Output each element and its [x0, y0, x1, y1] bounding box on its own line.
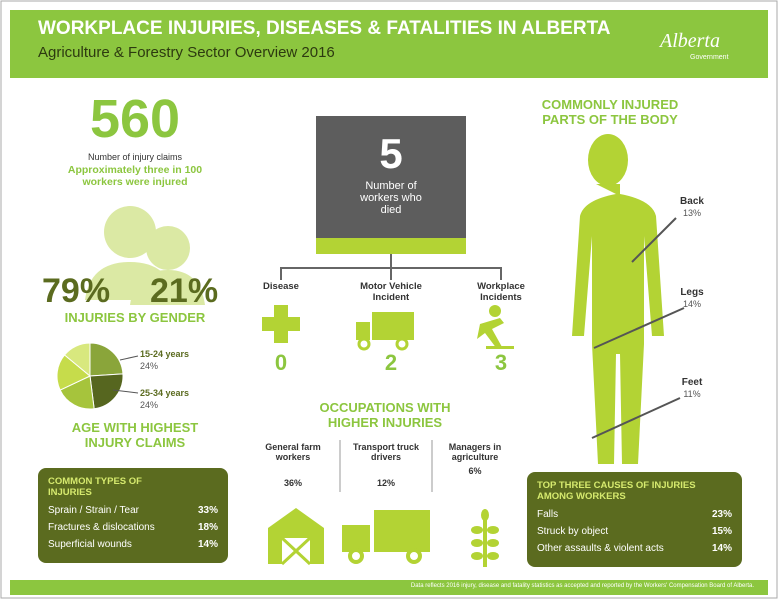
injury-types-box: COMMON TYPES OF INJURIES Sprain / Strain…	[38, 468, 228, 563]
logo: Alberta	[660, 30, 720, 53]
body-part-share: 14%	[670, 299, 714, 309]
gender-male: 79%	[42, 272, 110, 311]
pie	[57, 343, 123, 409]
pie-value: 24%	[140, 361, 158, 371]
pie-leader	[120, 356, 138, 360]
pie-label: 25-34 years	[140, 388, 189, 398]
pie-value: 24%	[140, 400, 158, 410]
fatality-count: 0	[251, 350, 311, 376]
body-part: Feet	[670, 377, 714, 388]
fatality-label: Number of workers who died	[351, 180, 431, 216]
gender-female: 21%	[150, 272, 218, 311]
injury-share: 18%	[198, 522, 218, 533]
cause: Struck by object	[537, 526, 608, 537]
pie-slice	[90, 343, 123, 376]
fatality-cause: Motor Vehicle Incident	[346, 281, 436, 303]
fatality-number: 5	[316, 130, 466, 178]
causes-box: TOP THREE CAUSES OF INJURIES AMONG WORKE…	[527, 472, 742, 567]
cause: Falls	[537, 509, 558, 520]
gender-title: INJURIES BY GENDER	[40, 310, 230, 325]
occupation-share: 6%	[440, 466, 510, 476]
claims-number: 560	[60, 88, 210, 150]
occupations-title: OCCUPATIONS WITH HIGHER INJURIES	[300, 400, 470, 430]
occupation-share: 12%	[351, 478, 421, 488]
occupation: General farm workers	[258, 442, 328, 462]
body-part-share: 13%	[670, 208, 714, 218]
cause-share: 14%	[712, 543, 732, 554]
injury-type: Superficial wounds	[48, 539, 132, 550]
injury-row: Fractures & dislocations 18%	[38, 519, 228, 536]
injury-share: 14%	[198, 539, 218, 550]
claims-note: Approximately three in 100 workers were …	[50, 164, 220, 188]
body-silhouette	[572, 134, 664, 464]
infographic: WORKPLACE INJURIES, DISEASES & FATALITIE…	[0, 0, 778, 599]
injury-type: Fractures & dislocations	[48, 522, 155, 533]
cause-row: Other assaults & violent acts 14%	[527, 540, 742, 557]
body-part-share: 11%	[670, 389, 714, 399]
cause-share: 15%	[712, 526, 732, 537]
claims-label: Number of injury claims	[50, 152, 220, 162]
fatality-count: 3	[471, 350, 531, 376]
injury-type: Sprain / Strain / Tear	[48, 505, 139, 516]
injury-share: 33%	[198, 505, 218, 516]
fatality-bar	[316, 238, 466, 254]
footer: Data reflects 2016 injury, disease and f…	[411, 583, 754, 589]
fatality-cause: Workplace Incidents	[456, 281, 546, 303]
occupation: Transport truck drivers	[351, 442, 421, 462]
logo-sub: Government	[690, 54, 729, 61]
icons	[262, 305, 514, 567]
cause-row: Falls 23%	[527, 506, 742, 523]
occupation-share: 36%	[258, 478, 328, 488]
injury-row: Sprain / Strain / Tear 33%	[38, 502, 228, 519]
occupation: Managers in agriculture	[440, 442, 510, 462]
injury-types-title: COMMON TYPES OF INJURIES	[38, 468, 168, 502]
subtitle: Agriculture & Forestry Sector Overview 2…	[38, 44, 335, 61]
injury-row: Superficial wounds 14%	[38, 536, 228, 553]
fatality-count: 2	[361, 350, 421, 376]
cause-row: Struck by object 15%	[527, 523, 742, 540]
tree-lines	[281, 254, 501, 280]
fatality-cause: Disease	[236, 281, 326, 292]
pie-label: 15-24 years	[140, 349, 189, 359]
title: WORKPLACE INJURIES, DISEASES & FATALITIE…	[38, 18, 611, 40]
causes-title: TOP THREE CAUSES OF INJURIES AMONG WORKE…	[527, 472, 742, 506]
cause: Other assaults & violent acts	[537, 543, 664, 554]
cause-share: 23%	[712, 509, 732, 520]
pie-slice	[90, 374, 123, 409]
body-title: COMMONLY INJURED PARTS OF THE BODY	[530, 97, 690, 127]
body-part: Back	[670, 196, 714, 207]
body-part: Legs	[670, 287, 714, 298]
pie-title: AGE WITH HIGHEST INJURY CLAIMS	[50, 420, 220, 450]
